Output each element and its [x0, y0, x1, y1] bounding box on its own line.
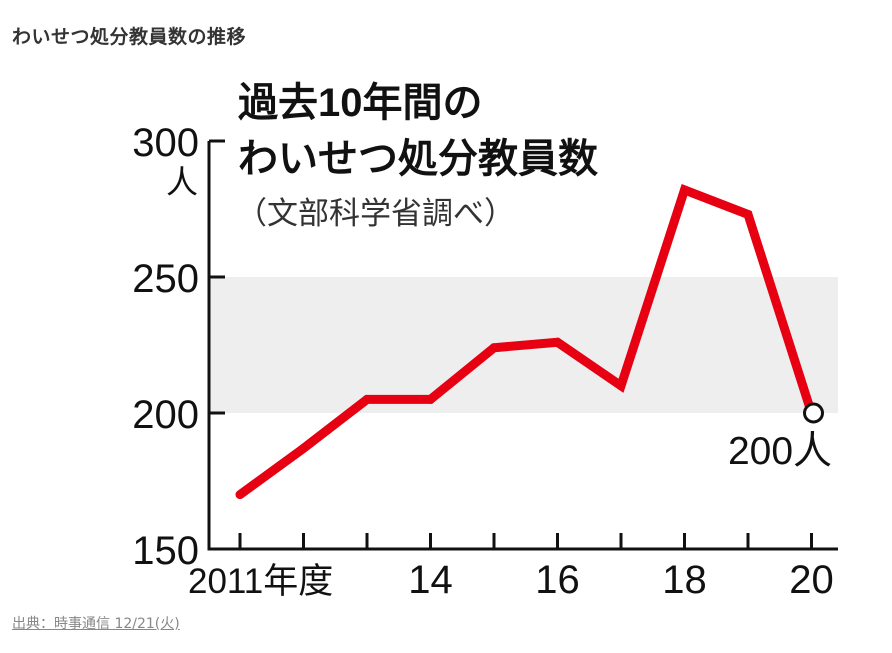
data-point	[426, 394, 435, 404]
y-tick-labels: 150 200 250 300	[132, 121, 199, 573]
x-tick-label: 20	[789, 558, 834, 602]
y-tick-label: 300	[132, 121, 199, 165]
data-point	[743, 209, 753, 219]
axes	[207, 139, 838, 551]
y-tick-label: 200	[132, 393, 199, 437]
y-axis-unit-label: 人	[166, 164, 198, 200]
data-point	[235, 490, 245, 500]
chart-subtitle: （文部科学省調べ）	[236, 196, 515, 231]
end-point-marker	[803, 402, 824, 424]
data-point	[489, 343, 499, 353]
y-tick-label: 150	[132, 529, 199, 573]
x-tick-labels: 2011年度 14 16 18 20	[188, 558, 834, 602]
page-title: わいせつ処分教員数の推移	[12, 26, 247, 48]
chart-title-line1: 過去10年間の	[238, 81, 483, 125]
line-chart: 150 200 250 300 人 2011年度 14 16 18 20 過去10年間の わい…	[132, 81, 838, 602]
x-tick-label: 18	[662, 558, 707, 602]
x-tick-label: 14	[408, 558, 453, 602]
data-point	[299, 443, 308, 453]
series-line	[237, 184, 816, 499]
data-point	[616, 381, 626, 391]
data-point	[553, 337, 562, 347]
y-tick-label: 250	[132, 257, 199, 301]
data-point	[362, 394, 372, 404]
x-tick-label: 2011年度	[188, 562, 333, 601]
end-annotation: 200人	[728, 430, 832, 473]
source-link[interactable]: 出典：時事通信 12/21(火)	[12, 616, 180, 632]
data-point	[680, 185, 689, 195]
x-tick-label: 16	[535, 558, 580, 602]
chart-title-line2: わいせつ処分教員数	[238, 137, 598, 181]
